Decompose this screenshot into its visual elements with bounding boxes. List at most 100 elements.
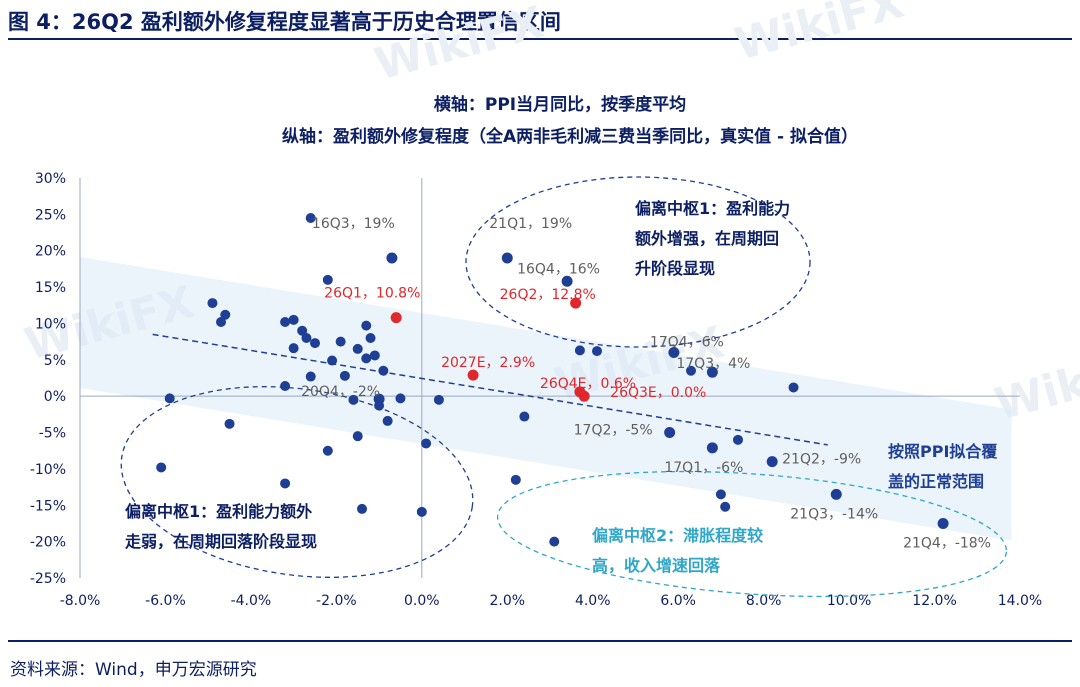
point-label: 26Q1，10.8% [324,286,420,302]
point-label: 21Q2，-9% [782,452,861,468]
data-point [788,382,799,393]
data-point [352,343,363,354]
labeled-data-point [937,517,949,529]
data-point [686,365,696,376]
data-point [280,478,291,489]
annotation-text: 额外增强，在周期回 [635,229,779,248]
annotation-text: 盖的正常范围 [888,472,984,491]
x-tick-label: 12.0% [912,593,956,609]
stagflation-ellipse [496,470,1008,598]
footer-divider [8,640,1072,642]
y-tick-label: -20% [30,535,66,551]
x-tick-label: 2.0% [489,593,525,609]
data-point [164,393,175,404]
x-tick-label: 0.0% [404,593,440,609]
title-divider [8,38,1072,40]
point-label: 16Q3，19% [312,216,395,232]
annotation-text: 走弱，在周期回落阶段显现 [124,532,317,551]
data-point [361,353,372,364]
x-tick-label: -4.0% [231,593,272,609]
point-label: 2027E，2.9% [441,355,535,371]
data-point [574,345,585,356]
point-label: 17Q2，-5% [574,423,653,439]
labeled-data-point [561,275,573,287]
fitted-range-band [80,257,1012,541]
point-label: 17Q1，-6% [664,460,743,476]
data-point [421,438,432,449]
data-point [156,462,167,473]
lower-deviation-ellipse [120,386,474,578]
scatter-chart: WikiFXWikiFXWikiFXWikiFXWikiFX30%25%20%1… [20,0,1080,609]
annotation-text: 升阶段显现 [635,259,715,278]
point-label: 20Q4，-2% [301,384,380,400]
data-point [207,298,218,309]
data-point [297,325,308,336]
labeled-data-point [390,312,402,324]
upper-deviation-ellipse [465,176,811,348]
labeled-data-point [467,369,479,381]
labeled-data-point [664,427,676,439]
fit-trendline [152,333,828,446]
data-point [357,503,367,514]
data-point [348,394,359,405]
watermark-text: WikiFX [730,0,909,71]
labeled-data-point [668,347,680,359]
labeled-data-point [706,442,718,454]
data-point [322,445,333,456]
y-tick-label: -25% [30,571,66,587]
data-point [369,350,380,361]
annotation-text: 偏离中枢1：盈利能力额外 [125,502,312,521]
data-point [220,309,231,320]
point-label: 26Q2，12.8% [500,287,596,303]
data-point [327,355,338,366]
annotation-text: 偏离中枢1：盈利能力 [635,199,790,218]
data-point [224,418,235,429]
data-point [510,474,521,485]
data-point [715,489,726,500]
source-note: 资料来源：Wind，申万宏源研究 [10,660,257,680]
x-tick-label: -2.0% [316,593,357,609]
y-tick-label: 15% [35,280,66,296]
point-label: 21Q1，19% [489,216,572,232]
chart-title: 图 4：26Q2 盈利额外修复程度显著高于历史合理置信区间 [8,10,561,34]
data-point [733,434,743,445]
x-tick-label: 4.0% [575,593,611,609]
data-point [335,336,346,347]
labeled-data-point [501,252,513,264]
data-point [339,370,350,381]
data-point [216,317,226,327]
point-label: 26Q3E，0.0% [610,385,706,401]
x-tick-label: 10.0% [827,593,871,609]
x-tick-label: -8.0% [60,593,101,609]
data-point [305,371,316,382]
labeled-data-point [373,393,385,405]
x-axis-description: 横轴：PPI当月同比，按季度平均 [433,95,687,115]
point-label: 17Q4，6% [650,335,724,351]
annotation-text: 按照PPI拟合覆 [888,442,998,461]
data-point [288,343,299,354]
y-tick-label: -10% [30,462,66,478]
data-point [288,314,299,325]
data-point [433,394,444,405]
data-point [416,506,427,517]
annotation-text: 高，收入增速回落 [592,556,721,575]
y-tick-label: 0% [44,389,66,405]
y-tick-label: 10% [35,316,66,332]
data-point [549,536,560,547]
data-point [280,317,291,327]
watermark-text: WikiFX [370,0,549,91]
data-point [365,333,376,343]
data-point [305,213,316,223]
point-label: 21Q4，-18% [903,535,991,551]
point-label: 16Q4，16% [517,261,600,277]
data-point [382,415,393,426]
data-point [720,501,731,512]
x-tick-label: 6.0% [660,593,696,609]
x-tick-label: -6.0% [145,593,186,609]
x-tick-label: 14.0% [998,593,1042,609]
data-point [322,274,333,285]
data-point [361,320,372,331]
labeled-data-point [570,297,582,309]
y-tick-label: 30% [35,171,66,187]
data-point [301,333,312,343]
